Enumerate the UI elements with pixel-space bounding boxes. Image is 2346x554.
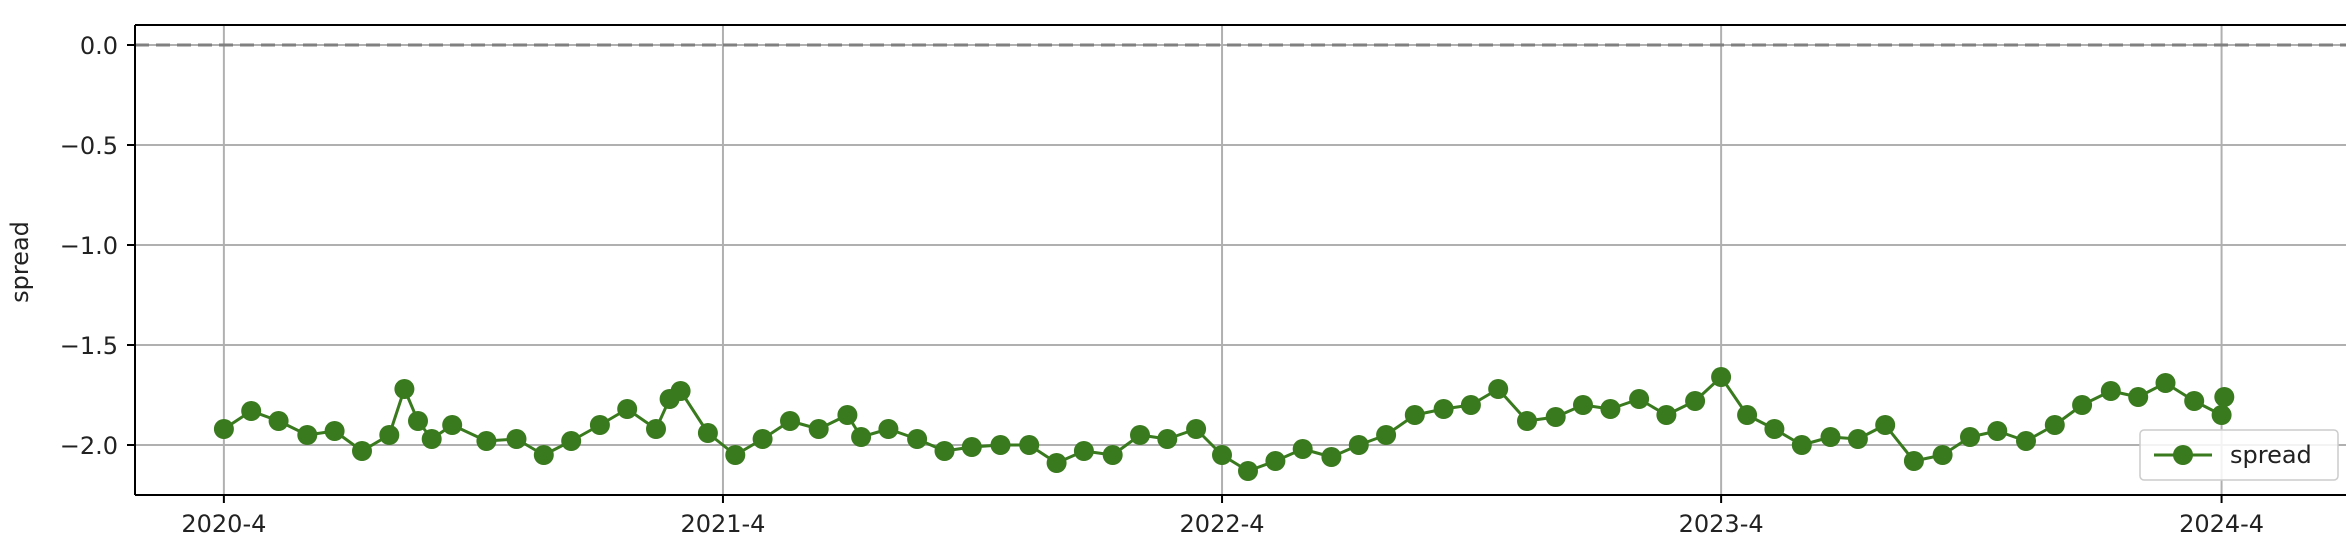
x-tick-label: 2023-4 [1679, 510, 1764, 538]
data-point [617, 399, 638, 419]
data-point [213, 419, 234, 439]
data-point [1629, 389, 1650, 409]
data-point [1764, 419, 1785, 439]
data-point [1157, 429, 1178, 449]
data-point [1932, 445, 1953, 465]
data-point [808, 419, 829, 439]
x-tick-label: 2020-4 [181, 510, 266, 538]
y-tick-label: −1.0 [60, 232, 118, 260]
data-point [1046, 453, 1067, 473]
data-point [1737, 405, 1758, 425]
data-point [725, 445, 746, 465]
data-point [589, 415, 610, 435]
data-point [780, 411, 800, 431]
data-point [394, 379, 415, 399]
data-point [1711, 367, 1732, 387]
data-point [697, 423, 718, 443]
data-point [2155, 373, 2176, 393]
data-point [878, 419, 899, 439]
data-point [2184, 391, 2205, 411]
data-point [442, 415, 463, 435]
data-point [533, 445, 554, 465]
x-tick-label: 2021-4 [680, 510, 765, 538]
data-point [1433, 399, 1454, 419]
data-point [1321, 447, 1342, 467]
data-point [1073, 441, 1094, 461]
data-point [2016, 431, 2036, 451]
data-point [1875, 415, 1896, 435]
data-point [241, 401, 262, 421]
data-point [1292, 439, 1313, 459]
data-point [907, 429, 928, 449]
data-point [1987, 421, 2008, 441]
data-point [1212, 445, 1232, 465]
data-point [1517, 411, 1537, 431]
data-point [476, 431, 497, 451]
data-point [1186, 419, 1207, 439]
legend: spread [2139, 429, 2339, 481]
data-point [268, 411, 289, 431]
y-axis-title: spread [6, 221, 34, 303]
data-point [2211, 405, 2232, 425]
data-point [752, 429, 773, 449]
data-point [1545, 407, 1566, 427]
data-point [1656, 405, 1677, 425]
data-point [961, 437, 982, 457]
data-point [670, 381, 691, 401]
data-point [1903, 451, 1924, 471]
data-point [2072, 395, 2093, 415]
data-point [1348, 435, 1369, 455]
data-point [1791, 435, 1812, 455]
data-point [1102, 445, 1123, 465]
data-point [379, 425, 400, 445]
data-point [646, 419, 666, 439]
data-point [352, 441, 372, 461]
data-point [851, 427, 872, 447]
data-point [990, 435, 1011, 455]
data-point [1265, 451, 1286, 471]
data-point [1573, 395, 1593, 415]
x-tick-label: 2024-4 [2179, 510, 2264, 538]
data-point [1488, 379, 1509, 399]
data-point [297, 425, 318, 445]
data-point [1130, 425, 1150, 445]
data-point [1685, 391, 1706, 411]
data-point [1960, 427, 1980, 447]
data-point [1238, 461, 1258, 481]
y-axis: 0.0 −0.5 −1.0 −1.5 −2.0 [60, 32, 135, 460]
y-tick-label: −2.0 [60, 432, 118, 460]
x-tick-label: 2022-4 [1180, 510, 1265, 538]
y-tick-label: −1.5 [60, 332, 118, 360]
data-point [1019, 435, 1040, 455]
legend-marker-sample [2173, 445, 2193, 465]
data-point [1376, 425, 1397, 445]
data-point [2128, 387, 2149, 407]
data-point [506, 429, 527, 449]
y-tick-label: 0.0 [80, 32, 118, 60]
data-point [1820, 427, 1841, 447]
data-point [324, 421, 345, 441]
x-axis: 2020-4 2021-4 2022-4 2023-4 2024-4 [181, 495, 2264, 538]
data-point [421, 429, 442, 449]
data-point [1847, 429, 1868, 449]
data-point [934, 441, 955, 461]
series-spread [213, 367, 2235, 481]
data-point [2214, 387, 2235, 407]
plot-area [135, 25, 2346, 495]
legend-label: spread [2230, 441, 2312, 469]
data-point [2044, 415, 2065, 435]
data-point [408, 411, 428, 431]
data-point [1600, 399, 1621, 419]
data-point [561, 431, 582, 451]
legend-box [2139, 429, 2339, 481]
data-point [2100, 381, 2121, 401]
data-point [1404, 405, 1425, 425]
data-point [1460, 395, 1481, 415]
data-point [837, 405, 858, 425]
y-tick-label: −0.5 [60, 132, 118, 160]
